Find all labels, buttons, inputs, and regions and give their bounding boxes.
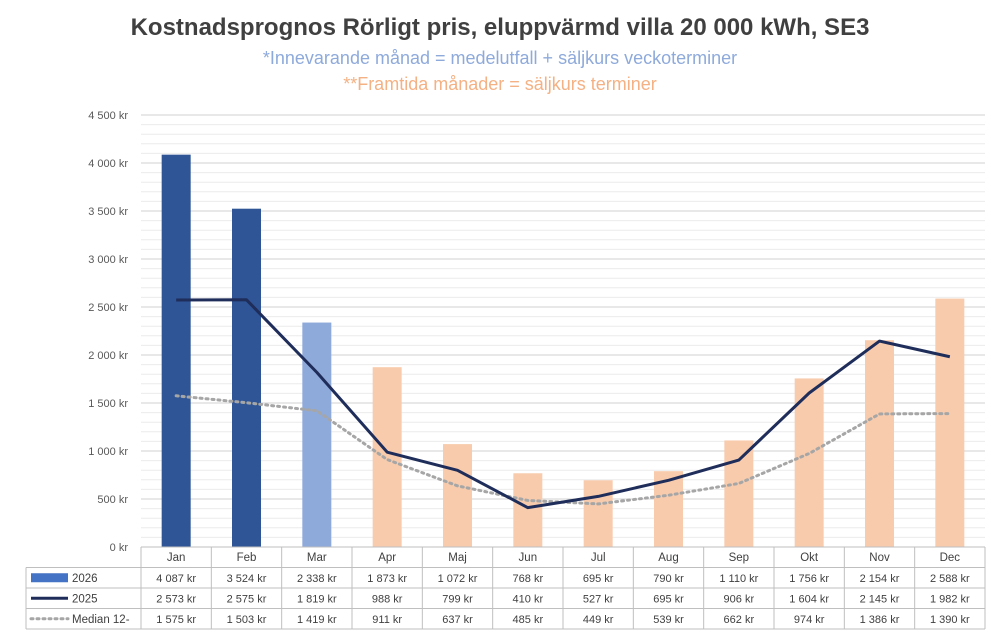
data-label: 449 kr [583, 614, 614, 626]
data-label: 790 kr [653, 573, 684, 585]
bar-2026-jun [513, 473, 543, 547]
data-label: 974 kr [794, 614, 825, 626]
data-label: 768 kr [513, 573, 544, 585]
bar-2026-jul [583, 480, 613, 547]
y-tick-label: 2 000 kr [88, 350, 128, 362]
data-label: 2 573 kr [156, 593, 196, 605]
chart-title: Kostnadsprognos Rörligt pris, eluppvärmd… [130, 14, 870, 41]
y-tick-label: 4 500 kr [88, 110, 128, 122]
y-tick-label: 2 500 kr [88, 302, 128, 314]
y-tick-label: 4 000 kr [88, 158, 128, 170]
chart-subtitle-current-month: *Innevarande månad = medelutfall + säljk… [262, 48, 738, 68]
bar-2026-maj [443, 444, 472, 547]
data-label: 527 kr [583, 593, 614, 605]
line-2025 [176, 298, 951, 510]
data-label: 410 kr [513, 593, 544, 605]
data-label: 1 503 kr [227, 614, 267, 626]
chart-subtitle-future-months: **Framtida månader = säljkurs terminer [343, 74, 657, 94]
data-label: 988 kr [372, 593, 403, 605]
y-tick-label: 0 kr [110, 542, 129, 554]
bar-2026-jan [161, 154, 191, 547]
data-label: 1 756 kr [789, 573, 829, 585]
x-category-label: Maj [448, 552, 467, 564]
x-category-label: Jul [591, 552, 606, 564]
data-label: 3 524 kr [227, 573, 267, 585]
data-label: 799 kr [442, 593, 473, 605]
legend-label: 2026 [72, 573, 98, 585]
y-tick-label: 500 kr [97, 494, 128, 506]
bar-2026-okt [794, 378, 824, 547]
x-category-label: Dec [940, 552, 961, 564]
y-tick-label: 1 500 kr [88, 398, 128, 410]
data-label: 2 154 kr [860, 573, 900, 585]
data-label: 2 588 kr [930, 573, 970, 585]
y-tick-label: 3 500 kr [88, 206, 128, 218]
data-label: 1 072 kr [438, 573, 478, 585]
y-tick-label: 3 000 kr [88, 254, 128, 266]
legend-label: Median 12- [72, 614, 130, 626]
bar-2026-nov [865, 340, 894, 547]
bar-2026-dec [935, 298, 965, 547]
data-label: 1 110 kr [719, 573, 758, 585]
x-category-label: Jan [167, 552, 186, 564]
data-label: 1 575 kr [156, 614, 196, 626]
x-category-label: Jun [519, 552, 538, 564]
bar-2026-apr [372, 367, 402, 547]
data-label: 539 kr [653, 614, 684, 626]
data-label: 1 873 kr [367, 573, 407, 585]
x-category-label: Okt [800, 552, 819, 564]
data-label: 695 kr [653, 593, 684, 605]
data-label: 1 386 kr [860, 614, 900, 626]
x-category-label: Aug [658, 552, 678, 564]
bar-2026-sep [724, 440, 754, 547]
data-label: 1 819 kr [297, 593, 337, 605]
data-label: 2 338 kr [297, 573, 337, 585]
data-label: 2 575 kr [227, 593, 267, 605]
data-label: 662 kr [724, 614, 755, 626]
x-category-label: Feb [237, 552, 257, 564]
legend-label: 2025 [72, 593, 98, 605]
data-label: 695 kr [583, 573, 614, 585]
legend-key-2026 [31, 573, 68, 583]
data-label: 485 kr [513, 614, 544, 626]
data-label: 1 419 kr [297, 614, 337, 626]
line-median [174, 394, 952, 506]
data-label: 911 kr [372, 614, 402, 626]
data-label: 1 982 kr [930, 593, 970, 605]
data-label: 637 kr [442, 614, 473, 626]
y-tick-label: 1 000 kr [88, 446, 128, 458]
x-category-label: Mar [307, 552, 327, 564]
data-label: 1 390 kr [930, 614, 970, 626]
x-category-label: Apr [378, 552, 396, 564]
x-category-label: Nov [869, 552, 890, 564]
data-label: 1 604 kr [789, 593, 829, 605]
data-label: 4 087 kr [156, 573, 196, 585]
bar-2026-mar [302, 322, 332, 547]
x-category-label: Sep [729, 552, 749, 564]
data-label: 2 145 kr [860, 593, 900, 605]
bar-2026-feb [232, 208, 261, 548]
data-label: 906 kr [724, 593, 755, 605]
